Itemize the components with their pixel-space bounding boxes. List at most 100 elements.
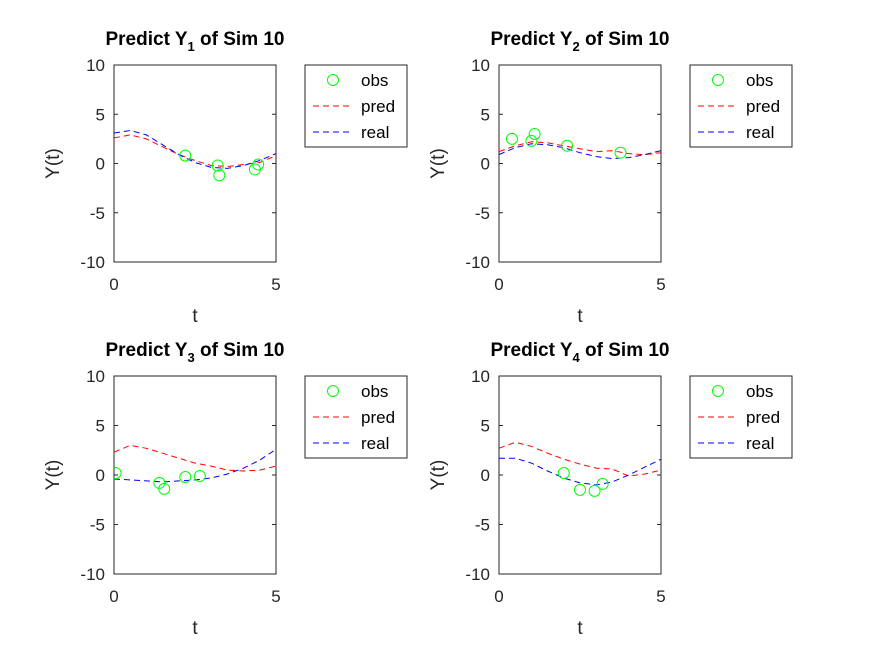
y-tick-label: -5 [90, 204, 105, 223]
data-point-obs [158, 482, 171, 495]
series-line-real [499, 457, 661, 486]
legend-label-obs: obs [746, 382, 773, 401]
data-point-obs [525, 134, 538, 147]
y-tick-label: 10 [471, 367, 490, 386]
subplot-title: Predict Y4 of Sim 10 [490, 340, 669, 365]
series-line-real [114, 448, 276, 483]
x-tick-label: 0 [494, 275, 503, 294]
subplot-title: Predict Y2 of Sim 10 [490, 29, 669, 54]
y-tick-label: -10 [465, 565, 490, 584]
y-tick-label: -10 [80, 565, 105, 584]
y-axis-label: Y(t) [428, 460, 449, 491]
x-tick-label: 5 [656, 275, 665, 294]
legend-label-pred: pred [361, 408, 395, 427]
series-line-real [114, 129, 276, 169]
title-suffix: of Sim 10 [195, 29, 285, 50]
y-tick-label: -5 [475, 516, 490, 535]
legend-label-pred: pred [746, 408, 780, 427]
legend-label-real: real [746, 434, 774, 453]
data-point-obs [596, 477, 609, 490]
data-point-obs [114, 467, 122, 480]
title-subscript: 3 [188, 350, 195, 365]
x-tick-label: 5 [271, 275, 280, 294]
y-tick-label: -5 [475, 204, 490, 223]
data-point-obs [179, 149, 192, 162]
y-tick-label: 0 [96, 155, 105, 174]
x-tick-label: 0 [109, 275, 118, 294]
title-subscript: 4 [573, 350, 581, 365]
y-tick-label: -5 [90, 516, 105, 535]
y-tick-label: 10 [86, 367, 105, 386]
y-tick-label: 5 [96, 105, 105, 124]
title-main: Predict Y [105, 29, 187, 50]
legend-label-real: real [361, 123, 389, 142]
x-tick-label: 5 [271, 587, 280, 606]
subplot-title: Predict Y3 of Sim 10 [105, 340, 284, 365]
x-tick-label: 5 [656, 587, 665, 606]
plot-area [499, 441, 661, 497]
data-point-obs [588, 484, 601, 497]
subplot-title: Predict Y1 of Sim 10 [105, 29, 284, 54]
y-tick-label: 10 [471, 56, 490, 75]
title-suffix: of Sim 10 [195, 340, 285, 361]
title-main: Predict Y [490, 340, 572, 361]
x-tick-label: 0 [494, 587, 503, 606]
legend-marker-obs [327, 74, 339, 86]
y-tick-label: 0 [481, 466, 490, 485]
y-axis-label: Y(t) [428, 148, 449, 179]
data-point-obs [213, 169, 226, 182]
x-tick-label: 0 [109, 587, 118, 606]
legend-label-pred: pred [361, 97, 395, 116]
legend: obs pred real [304, 64, 408, 148]
x-axis-label: t [577, 618, 583, 639]
data-point-obs [614, 146, 627, 159]
y-tick-label: -10 [465, 253, 490, 272]
legend-box [689, 375, 793, 459]
y-tick-label: 5 [481, 105, 490, 124]
data-point-obs [574, 483, 586, 496]
legend-label-real: real [746, 123, 774, 142]
title-main: Predict Y [105, 340, 187, 361]
legend-box [304, 375, 408, 459]
title-suffix: of Sim 10 [580, 340, 670, 361]
title-suffix: of Sim 10 [580, 29, 670, 50]
data-point-obs [252, 158, 265, 171]
y-tick-label: 0 [96, 466, 105, 485]
legend-label-real: real [361, 434, 389, 453]
series-line-pred [499, 441, 661, 477]
data-point-obs [505, 132, 518, 145]
legend-label-obs: obs [746, 71, 773, 90]
data-point-obs [211, 159, 224, 172]
y-axis-label: Y(t) [43, 148, 64, 179]
data-point-obs [561, 139, 574, 152]
legend: obs pred real [304, 375, 408, 459]
legend-marker-obs [712, 74, 724, 86]
series-line-pred [114, 444, 276, 472]
data-point-obs [193, 469, 206, 482]
x-axis-label: t [192, 306, 198, 327]
data-point-obs [557, 467, 570, 480]
y-tick-label: 5 [481, 417, 490, 436]
axes-box [113, 375, 277, 575]
data-point-obs [179, 470, 192, 483]
axes-box [498, 64, 662, 263]
legend-label-pred: pred [746, 97, 780, 116]
plot-area [114, 444, 276, 495]
data-point-obs [528, 127, 541, 140]
legend-box [689, 64, 793, 148]
legend-box [304, 64, 408, 148]
plot-area [499, 127, 661, 160]
y-tick-label: 0 [481, 155, 490, 174]
legend-label-obs: obs [361, 382, 388, 401]
legend: obs pred real [689, 375, 793, 459]
x-axis-label: t [192, 618, 198, 639]
legend-marker-obs [327, 385, 339, 397]
y-tick-label: -10 [80, 253, 105, 272]
series-line-pred [499, 141, 661, 156]
title-main: Predict Y [490, 29, 572, 50]
